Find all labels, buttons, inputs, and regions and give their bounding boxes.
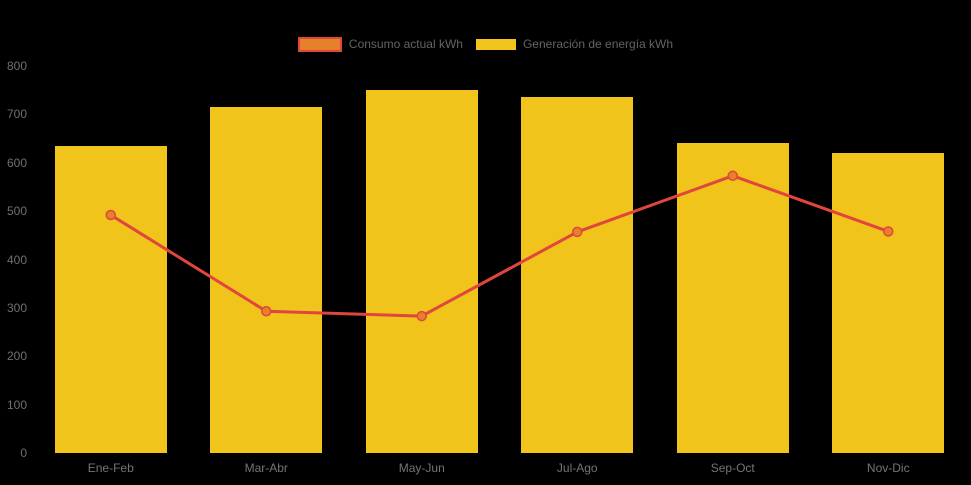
line-point-Ene-Feb[interactable]	[105, 209, 116, 221]
bar-Nov-Dic[interactable]	[832, 153, 945, 453]
legend-item-consumo-actual[interactable]: Consumo actual kWh	[297, 37, 463, 52]
line-point-May-Jun[interactable]	[416, 310, 427, 322]
legend-label-generacion-energia: Generación de energía kWh	[522, 37, 674, 51]
y-axis-tick-label: 500	[6, 204, 27, 219]
generacion-energia-legend-swatch	[475, 39, 516, 50]
consumo-actual-legend-swatch	[297, 37, 342, 52]
x-axis-category-label: May-Jun	[398, 461, 445, 475]
y-axis-tick-label: 800	[6, 59, 27, 73]
y-axis-tick-label: 300	[6, 300, 27, 315]
x-axis-category-label: Jul-Ago	[556, 461, 598, 475]
y-axis-tick-label: 200	[6, 349, 27, 364]
y-axis-tick-label: 100	[6, 397, 27, 412]
x-axis-category-label: Nov-Dic	[866, 461, 910, 475]
legend-label-consumo-actual: Consumo actual kWh	[348, 37, 463, 51]
y-axis-tick-label: 400	[6, 252, 27, 267]
line-point-Mar-Abr[interactable]	[261, 306, 272, 317]
x-axis-category-label: Mar-Abr	[244, 461, 288, 475]
y-axis-tick-label: 700	[6, 107, 27, 122]
legend-item-generacion-energia[interactable]: Generación de energía kWh	[475, 37, 674, 52]
y-axis-tick-label: 0	[20, 446, 27, 460]
chart-legend: Consumo actual kWh Generación de energía…	[0, 37, 971, 52]
bar-Sep-Oct[interactable]	[676, 143, 789, 453]
y-axis-tick-label: 600	[6, 155, 27, 170]
bar-Mar-Abr[interactable]	[210, 107, 323, 453]
x-axis-category-label: Ene-Feb	[87, 461, 134, 475]
line-point-Nov-Dic[interactable]	[883, 226, 894, 237]
bar-May-Jun[interactable]	[365, 90, 478, 453]
line-point-Sep-Oct[interactable]	[727, 170, 738, 182]
bar-Jul-Ago[interactable]	[521, 97, 634, 453]
bar-Ene-Feb[interactable]	[54, 145, 167, 453]
line-point-Jul-Ago[interactable]	[572, 226, 583, 238]
x-axis-category-label: Sep-Oct	[710, 461, 755, 475]
